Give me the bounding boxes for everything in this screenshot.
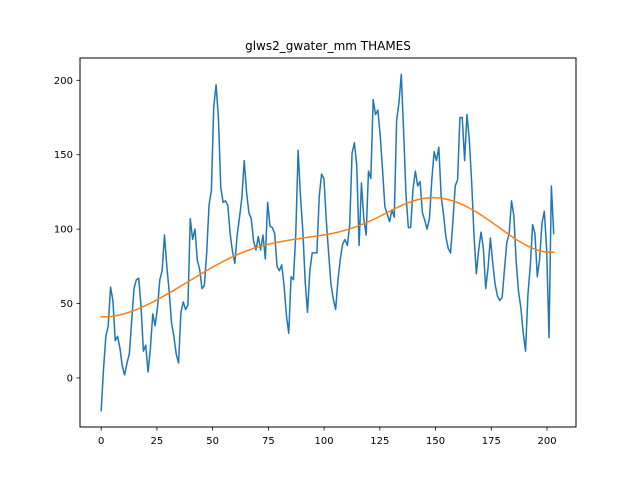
series-layer — [100, 73, 555, 412]
y-tick-label: 200 — [54, 76, 73, 87]
x-tick-label: 200 — [537, 436, 556, 447]
x-tick-label: 50 — [206, 436, 219, 447]
y-tick-label: 150 — [54, 150, 73, 161]
series-line-2 — [100, 196, 555, 318]
x-tick-label: 75 — [262, 436, 275, 447]
x-tick-label: 100 — [315, 436, 334, 447]
y-tick-label: 100 — [54, 225, 73, 236]
x-tick-label: 25 — [151, 436, 164, 447]
x-axis: 0 25 50 75 100 125 150 175 200 — [98, 427, 557, 447]
y-tick-label: 50 — [60, 299, 73, 310]
y-axis: 0 50 100 150 200 — [54, 76, 80, 384]
plot-frame — [79, 57, 577, 428]
y-tick-label: 0 — [67, 373, 73, 384]
x-tick-label: 150 — [426, 436, 445, 447]
series-line-1 — [100, 73, 555, 412]
x-tick-label: 125 — [370, 436, 389, 447]
x-tick-label: 0 — [98, 436, 104, 447]
chart-title: glws2_gwater_mm THAMES — [245, 39, 411, 53]
x-tick-label: 175 — [482, 436, 501, 447]
